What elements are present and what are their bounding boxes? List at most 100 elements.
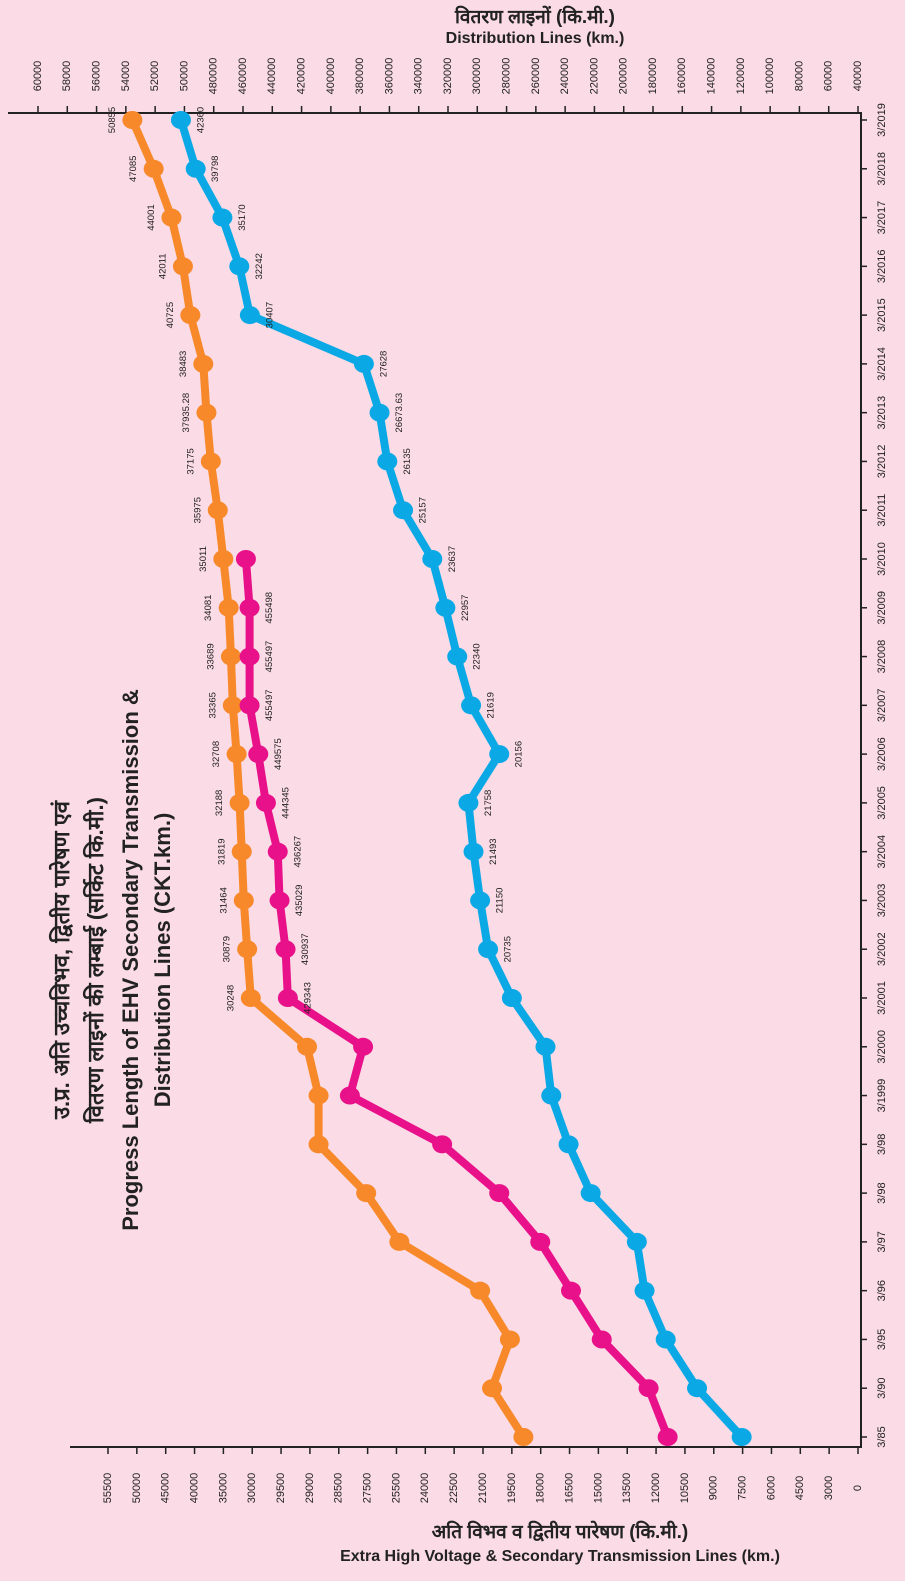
data-label: 21150 xyxy=(495,888,506,914)
data-label: 32708 xyxy=(211,741,222,767)
point xyxy=(122,111,143,129)
data-label: 449575 xyxy=(273,738,284,770)
category-label: 3/2014 xyxy=(876,347,888,381)
point xyxy=(143,159,164,178)
x2-tick-label: 120000 xyxy=(735,58,747,95)
point xyxy=(212,208,233,227)
point xyxy=(239,696,260,715)
data-label: 30879 xyxy=(222,936,233,962)
data-label: 35975 xyxy=(192,497,203,523)
x2-tick-label: 420000 xyxy=(295,58,307,95)
point xyxy=(220,647,241,666)
category-label: 3/2010 xyxy=(876,542,888,576)
x-tick-label: 22500 xyxy=(448,1473,460,1504)
data-label: 430937 xyxy=(300,933,311,965)
chart-title: Distribution Lines (CKT.km.) xyxy=(150,813,175,1108)
category-label: 3/98 xyxy=(876,1182,888,1203)
point xyxy=(541,1086,562,1105)
point xyxy=(161,208,182,227)
data-label: 38483 xyxy=(178,351,189,377)
point xyxy=(478,940,499,959)
category-label: 3/97 xyxy=(876,1231,888,1252)
x-tick-label: 40000 xyxy=(188,1473,200,1504)
x2-tick-label: 140000 xyxy=(705,58,717,95)
category-label: 3/95 xyxy=(876,1329,888,1350)
category-label: 3/2013 xyxy=(876,396,888,430)
x-tick-label: 35000 xyxy=(217,1473,229,1504)
data-label: 455497 xyxy=(264,641,275,673)
x2-tick-label: 400000 xyxy=(325,58,337,95)
category-label: 3/2016 xyxy=(876,250,888,284)
x-tick-label: 15000 xyxy=(592,1473,604,1504)
point xyxy=(558,1135,579,1154)
point xyxy=(591,1330,612,1349)
category-label: 3/85 xyxy=(876,1426,888,1447)
category-label: 3/2008 xyxy=(876,640,888,674)
data-label: 40725 xyxy=(165,302,176,328)
point xyxy=(369,403,390,422)
x2-tick-label: 220000 xyxy=(588,58,600,95)
x2-tick-label: 300000 xyxy=(471,58,483,95)
category-label: 3/2017 xyxy=(876,201,888,235)
x-tick-label: 19500 xyxy=(506,1473,518,1504)
point xyxy=(196,403,217,422)
point xyxy=(233,891,254,910)
category-label: 3/2001 xyxy=(876,981,888,1015)
point xyxy=(353,1037,374,1056)
point xyxy=(172,257,193,276)
point xyxy=(353,354,374,373)
point xyxy=(489,745,510,764)
x2-tick-label: 380000 xyxy=(354,58,366,95)
point xyxy=(269,891,290,910)
data-label: 33365 xyxy=(207,692,218,718)
data-label: 33689 xyxy=(205,643,216,669)
point xyxy=(185,159,206,178)
x2-tick-label: 60000 xyxy=(823,61,835,92)
x2-axis-title: Distribution Lines (km.) xyxy=(446,30,625,47)
data-label: 23637 xyxy=(447,546,458,572)
point xyxy=(200,452,221,471)
point xyxy=(634,1281,655,1300)
point xyxy=(470,891,491,910)
x-tick-label: 28500 xyxy=(333,1473,345,1504)
point xyxy=(657,1428,678,1446)
data-label: 30248 xyxy=(225,985,236,1011)
chart-title: Progress Length of EHV Secondary Transmi… xyxy=(118,689,143,1231)
x-tick-label: 3000 xyxy=(823,1476,835,1500)
title-block: उ.प्र. अति उच्चविभव, द्वितीय पारेषण एवं … xyxy=(48,689,175,1231)
point xyxy=(655,1330,676,1349)
data-label: 35170 xyxy=(237,204,248,230)
x2-tick-label: 460000 xyxy=(237,58,249,95)
point xyxy=(308,1086,329,1105)
point xyxy=(356,1184,377,1203)
point xyxy=(435,598,456,617)
data-label: 44001 xyxy=(146,204,157,230)
x-tick-label: 29500 xyxy=(275,1473,287,1504)
point xyxy=(393,501,414,520)
x2-tick-label: 320000 xyxy=(442,58,454,95)
chart-title: वितरण लाइनों की लम्बाई (सर्किट कि.मी.) xyxy=(82,797,108,1124)
point xyxy=(482,1379,503,1398)
x2-tick-label: 58000 xyxy=(61,61,73,92)
data-label: 35011 xyxy=(198,546,209,572)
data-label: 32242 xyxy=(254,253,265,279)
point xyxy=(432,1135,453,1154)
point xyxy=(308,1135,329,1154)
point xyxy=(193,354,214,373)
data-label: 435029 xyxy=(294,885,305,917)
category-label: 3/2005 xyxy=(876,786,888,820)
data-label: 37175 xyxy=(185,448,196,474)
data-label: 21619 xyxy=(486,692,497,718)
point xyxy=(267,842,288,861)
data-label: 20156 xyxy=(514,741,525,767)
point xyxy=(731,1428,752,1446)
x2-tick-label: 52000 xyxy=(149,61,161,92)
point xyxy=(222,696,243,715)
x2-tick-label: 100000 xyxy=(764,58,776,95)
x2-tick-label: 480000 xyxy=(208,58,220,95)
x-tick-label: 0 xyxy=(852,1485,864,1491)
x2-tick-label: 50000 xyxy=(178,61,190,92)
data-label: 20735 xyxy=(503,936,514,962)
data-label: 27628 xyxy=(378,351,389,377)
